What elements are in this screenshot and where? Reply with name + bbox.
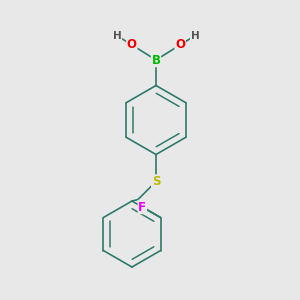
- Text: O: O: [127, 38, 137, 51]
- Text: H: H: [190, 31, 199, 41]
- Text: B: B: [152, 53, 160, 67]
- Text: S: S: [152, 175, 160, 188]
- Text: O: O: [175, 38, 185, 51]
- Text: F: F: [138, 200, 146, 214]
- Text: H: H: [113, 31, 122, 41]
